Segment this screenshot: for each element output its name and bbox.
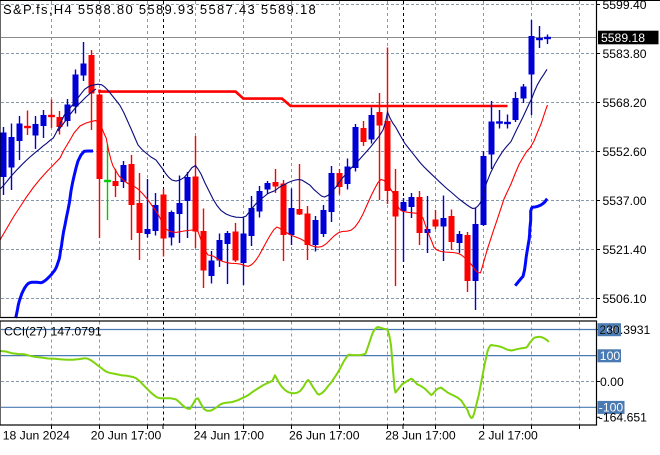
svg-text:5537.00: 5537.00 [603, 194, 647, 208]
svg-text:CCI(27) 147.0791: CCI(27) 147.0791 [4, 324, 102, 338]
svg-text:230.3931: 230.3931 [600, 323, 651, 337]
svg-text:24 Jun 17:00: 24 Jun 17:00 [194, 429, 265, 443]
svg-text:S&P.fs,H4 5588.80 5589.93 558: S&P.fs,H4 5588.80 5589.93 5587.43 5589.1… [3, 2, 317, 17]
svg-text:5589.18: 5589.18 [601, 31, 645, 45]
svg-text:-100: -100 [599, 401, 624, 415]
svg-text:5521.40: 5521.40 [603, 243, 647, 257]
svg-text:2 Jul 17:00: 2 Jul 17:00 [478, 429, 538, 443]
svg-text:20 Jun 17:00: 20 Jun 17:00 [91, 429, 162, 443]
svg-text:5599.40: 5599.40 [603, 0, 647, 12]
svg-text:0.00: 0.00 [600, 375, 624, 389]
svg-text:200: 200 [600, 323, 621, 337]
svg-text:26 Jun 17:00: 26 Jun 17:00 [289, 429, 360, 443]
svg-text:18 Jun 2024: 18 Jun 2024 [3, 429, 70, 443]
svg-text:5583.80: 5583.80 [603, 47, 647, 61]
svg-text:5552.60: 5552.60 [603, 145, 647, 159]
svg-text:5506.10: 5506.10 [603, 292, 647, 306]
svg-text:5568.20: 5568.20 [603, 96, 647, 110]
svg-text:-164.651: -164.651 [599, 411, 647, 425]
svg-text:100: 100 [600, 349, 621, 363]
svg-text:28 Jun 17:00: 28 Jun 17:00 [385, 429, 456, 443]
